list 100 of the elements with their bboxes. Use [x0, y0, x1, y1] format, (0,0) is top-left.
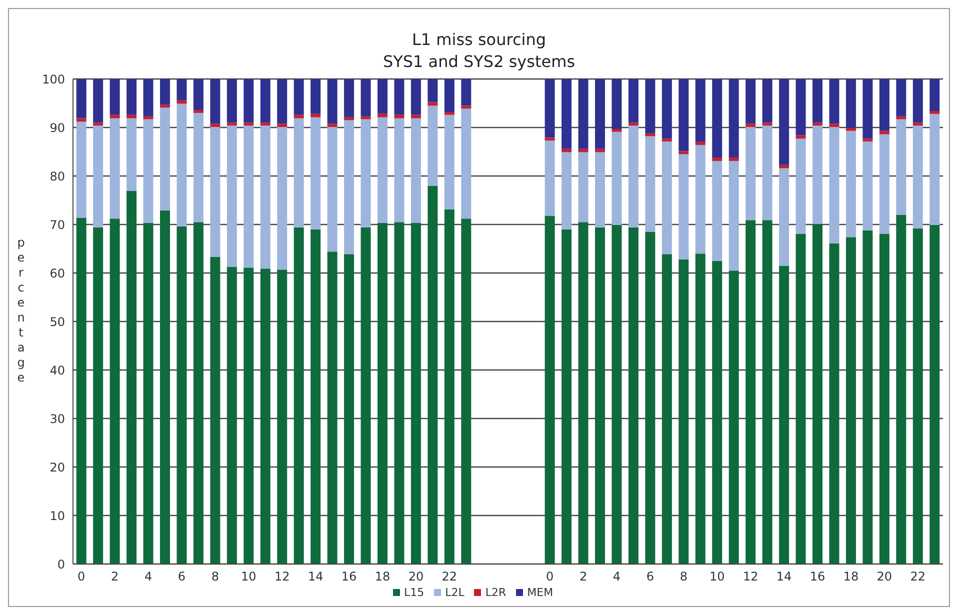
bar — [344, 120, 354, 254]
bar — [796, 79, 806, 136]
x-tick-label: 20 — [876, 570, 892, 584]
bar — [160, 79, 170, 105]
bar — [226, 126, 237, 267]
bar — [930, 79, 940, 112]
bar — [562, 229, 572, 564]
bar — [260, 268, 270, 564]
bar — [310, 117, 321, 230]
bar — [260, 122, 270, 126]
bar — [394, 222, 404, 564]
bar — [746, 127, 756, 220]
bar — [544, 79, 555, 138]
y-tick-label: 90 — [50, 120, 65, 135]
bar — [226, 122, 237, 126]
bar — [360, 119, 371, 228]
bar — [544, 216, 555, 564]
bar — [410, 223, 421, 564]
bar — [912, 126, 923, 228]
bar — [210, 79, 220, 124]
bar — [294, 118, 304, 228]
bar — [645, 232, 656, 564]
bar — [461, 106, 472, 109]
bar — [896, 119, 906, 215]
bar — [143, 119, 154, 224]
bar — [394, 118, 404, 222]
bar — [578, 152, 588, 222]
bar — [410, 118, 421, 224]
bar — [896, 214, 906, 564]
bar — [126, 114, 137, 118]
bar — [812, 224, 822, 564]
x-tick-label: 18 — [374, 570, 390, 584]
bar — [176, 226, 187, 564]
bar — [226, 266, 237, 564]
bar — [695, 79, 706, 142]
bar — [93, 227, 104, 564]
bar — [779, 79, 790, 165]
bar — [728, 160, 739, 271]
bar — [193, 112, 204, 222]
bar — [746, 124, 756, 128]
bar — [76, 218, 86, 564]
bar — [544, 140, 555, 216]
bar — [428, 186, 438, 564]
x-tick-label: 12 — [742, 570, 758, 584]
bar — [110, 218, 120, 564]
bar — [193, 110, 204, 113]
bar — [612, 132, 622, 225]
bar — [76, 122, 86, 218]
bar — [829, 124, 840, 128]
bar — [846, 79, 856, 128]
bar — [344, 79, 354, 118]
bar — [444, 114, 454, 210]
bar — [260, 79, 270, 123]
bar — [662, 79, 672, 139]
bar — [930, 224, 940, 564]
bar — [444, 79, 454, 112]
bar — [143, 79, 154, 116]
bar — [796, 138, 806, 234]
x-tick-label: 8 — [680, 570, 688, 584]
bar — [93, 122, 104, 126]
text: percentage — [17, 236, 25, 384]
bar — [544, 138, 555, 141]
bar — [344, 254, 354, 564]
bar — [879, 130, 890, 134]
bar — [176, 79, 187, 100]
x-tick-label: 4 — [612, 570, 621, 584]
bar — [746, 79, 756, 124]
bar — [862, 79, 873, 139]
bar — [779, 266, 790, 564]
bar — [378, 79, 388, 114]
bar — [110, 118, 120, 219]
bar — [444, 209, 454, 564]
x-tick-label: 12 — [274, 570, 290, 584]
bar — [327, 252, 338, 564]
bar — [628, 227, 638, 564]
y-tick-label: 40 — [50, 363, 65, 378]
bar — [712, 79, 722, 158]
bar — [912, 228, 923, 564]
bar — [143, 223, 154, 564]
bar — [912, 79, 923, 123]
x-tick-label: 14 — [308, 570, 324, 584]
x-tick-label: 4 — [144, 570, 152, 584]
bar — [444, 112, 454, 115]
bar — [762, 220, 772, 564]
bar — [678, 259, 689, 564]
bar — [428, 106, 438, 186]
x-tick-label: 2 — [579, 570, 588, 584]
x-tick-label: 0 — [546, 570, 554, 584]
bar — [612, 128, 622, 132]
bar — [628, 126, 638, 228]
bar — [645, 136, 656, 232]
bar — [461, 79, 472, 106]
bar — [310, 229, 321, 564]
bar — [327, 127, 338, 252]
bar — [612, 224, 622, 564]
bar — [812, 79, 822, 123]
bar — [562, 152, 572, 230]
bar — [244, 122, 254, 126]
bar — [277, 79, 288, 124]
bar — [712, 260, 722, 564]
